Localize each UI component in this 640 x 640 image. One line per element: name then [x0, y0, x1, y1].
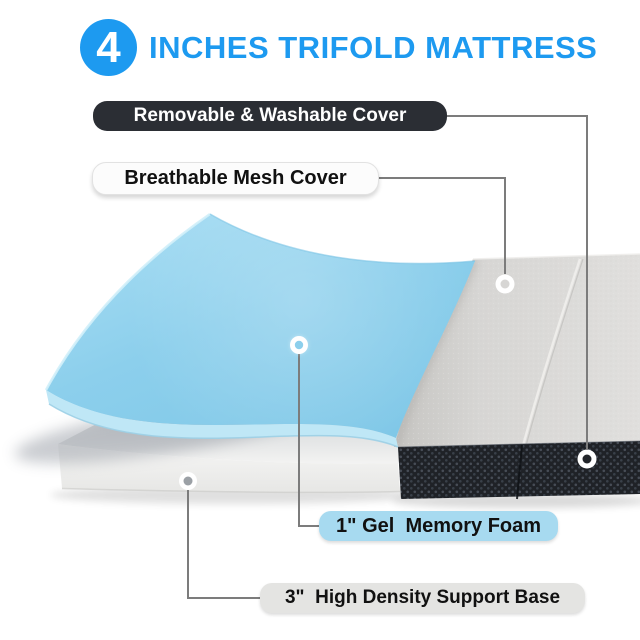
removable-cover-connector: [447, 115, 588, 449]
mesh-cover-marker: [495, 274, 515, 294]
inches-badge: 4: [80, 19, 137, 76]
removable-cover-marker: [577, 449, 597, 469]
callout-removable-washable-cover: Removable & Washable Cover: [93, 101, 447, 131]
mesh-cover-connector: [377, 177, 506, 274]
inches-badge-number: 4: [96, 22, 121, 72]
foam-left-edge-highlight: [44, 212, 211, 391]
page-title: INCHES TRIFOLD MATTRESS: [149, 30, 598, 65]
support-base-connector: [187, 490, 260, 599]
mesh-side-band: [397, 440, 640, 500]
callout-high-density-support-base: 3" High Density Support Base: [260, 583, 585, 613]
support-base-marker: [179, 472, 197, 490]
connector-lines: [187, 115, 588, 599]
cover-back-edge: [472, 253, 640, 260]
layer-markers: [179, 274, 597, 490]
callout-breathable-mesh-cover: Breathable Mesh Cover: [92, 162, 379, 195]
mesh-fold-crease: [516, 444, 523, 500]
gel-foam-marker: [290, 336, 308, 354]
fold-seam: [521, 258, 582, 447]
gel-foam-layer: [44, 212, 476, 448]
callout-gel-memory-foam: 1" Gel Memory Foam: [319, 511, 558, 541]
gel-foam-connector: [298, 354, 319, 527]
